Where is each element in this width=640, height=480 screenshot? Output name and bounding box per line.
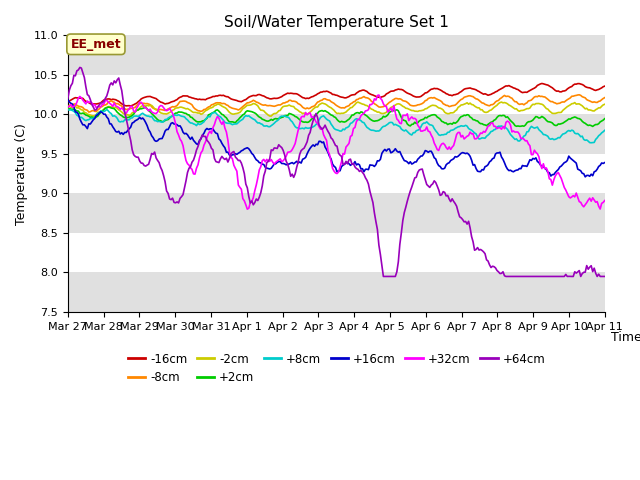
- Bar: [68, 154, 605, 193]
- Y-axis label: Temperature (C): Temperature (C): [15, 123, 28, 225]
- Bar: [68, 273, 605, 312]
- Legend: -16cm, -8cm, -2cm, +2cm, +8cm, +16cm, +32cm, +64cm: -16cm, -8cm, -2cm, +2cm, +8cm, +16cm, +3…: [123, 348, 550, 389]
- Bar: [68, 114, 605, 154]
- Bar: [68, 0, 605, 36]
- Bar: [68, 36, 605, 75]
- Bar: [68, 75, 605, 114]
- Title: Soil/Water Temperature Set 1: Soil/Water Temperature Set 1: [224, 15, 449, 30]
- X-axis label: Time: Time: [611, 331, 640, 344]
- Bar: [68, 193, 605, 233]
- Bar: [68, 233, 605, 273]
- Text: EE_met: EE_met: [70, 38, 121, 51]
